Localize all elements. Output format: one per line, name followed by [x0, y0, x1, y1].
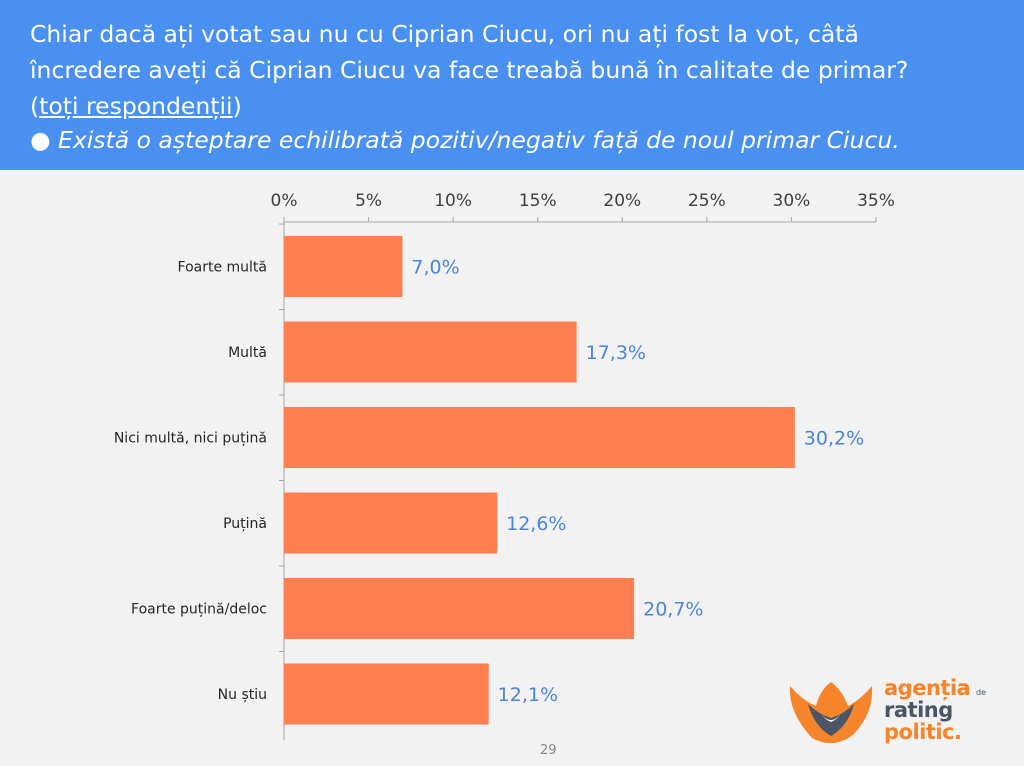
bars [284, 236, 795, 725]
logo-text-small: de [976, 688, 986, 697]
respondents-link[interactable]: toți respondenții [39, 92, 233, 120]
agency-logo: agenția de rating politic. [782, 672, 986, 752]
logo-text-line3: politic. [884, 720, 962, 744]
value-label: 12,1% [498, 684, 558, 706]
x-tick-label: 5% [355, 191, 382, 211]
x-tick-label: 15% [519, 191, 557, 211]
category-label: Foarte multă [178, 260, 267, 276]
bar [284, 321, 577, 383]
category-label: Nu știu [218, 687, 267, 703]
x-tick-label: 0% [271, 191, 298, 211]
header-banner: Chiar dacă ați votat sau nu cu Ciprian C… [0, 0, 1024, 170]
bar [284, 492, 498, 554]
value-label: 17,3% [586, 342, 646, 364]
category-label: Nici multă, nici puțină [114, 431, 267, 447]
x-tick-label: 10% [434, 191, 472, 211]
bar [284, 663, 489, 725]
value-labels: 7,0% 17,3% 30,2% 12,6% 20,7% 12,1% [411, 257, 864, 707]
x-tick-label: 35% [857, 191, 895, 211]
respondents-note: (toți respondenții) [30, 92, 242, 120]
category-label: Puțină [223, 516, 267, 532]
category-label: Multă [228, 345, 267, 361]
bar [284, 407, 795, 468]
x-tick-label: 25% [688, 191, 726, 211]
value-label: 12,6% [506, 513, 566, 535]
value-label: 20,7% [643, 599, 703, 621]
x-axis: 0% 5% 10% 15% 20% 25% 30% 35% [271, 191, 895, 740]
value-label: 30,2% [804, 428, 864, 450]
bar [284, 236, 403, 297]
bar [284, 578, 635, 639]
category-label: Foarte puțină/deloc [131, 602, 267, 618]
paren-open: ( [30, 92, 40, 120]
question-line-1: Chiar dacă ați votat sau nu cu Ciprian C… [30, 20, 859, 48]
x-tick-label: 20% [603, 191, 641, 211]
paren-close: ) [232, 92, 242, 120]
page-number: 29 [540, 743, 557, 758]
value-label: 7,0% [411, 257, 459, 279]
category-labels: Foarte multă Multă Nici multă, nici puțină… [114, 260, 267, 704]
question-line-2: încredere aveți că Ciprian Ciucu va face… [30, 56, 909, 84]
logo-mark-icon [789, 682, 873, 744]
logo-text-line2: rating [884, 698, 953, 722]
x-tick-label: 30% [773, 191, 811, 211]
logo-text-line1: agenția [884, 676, 971, 700]
conclusion-bullet: ● Există o așteptare echilibrată pozitiv… [30, 126, 900, 154]
